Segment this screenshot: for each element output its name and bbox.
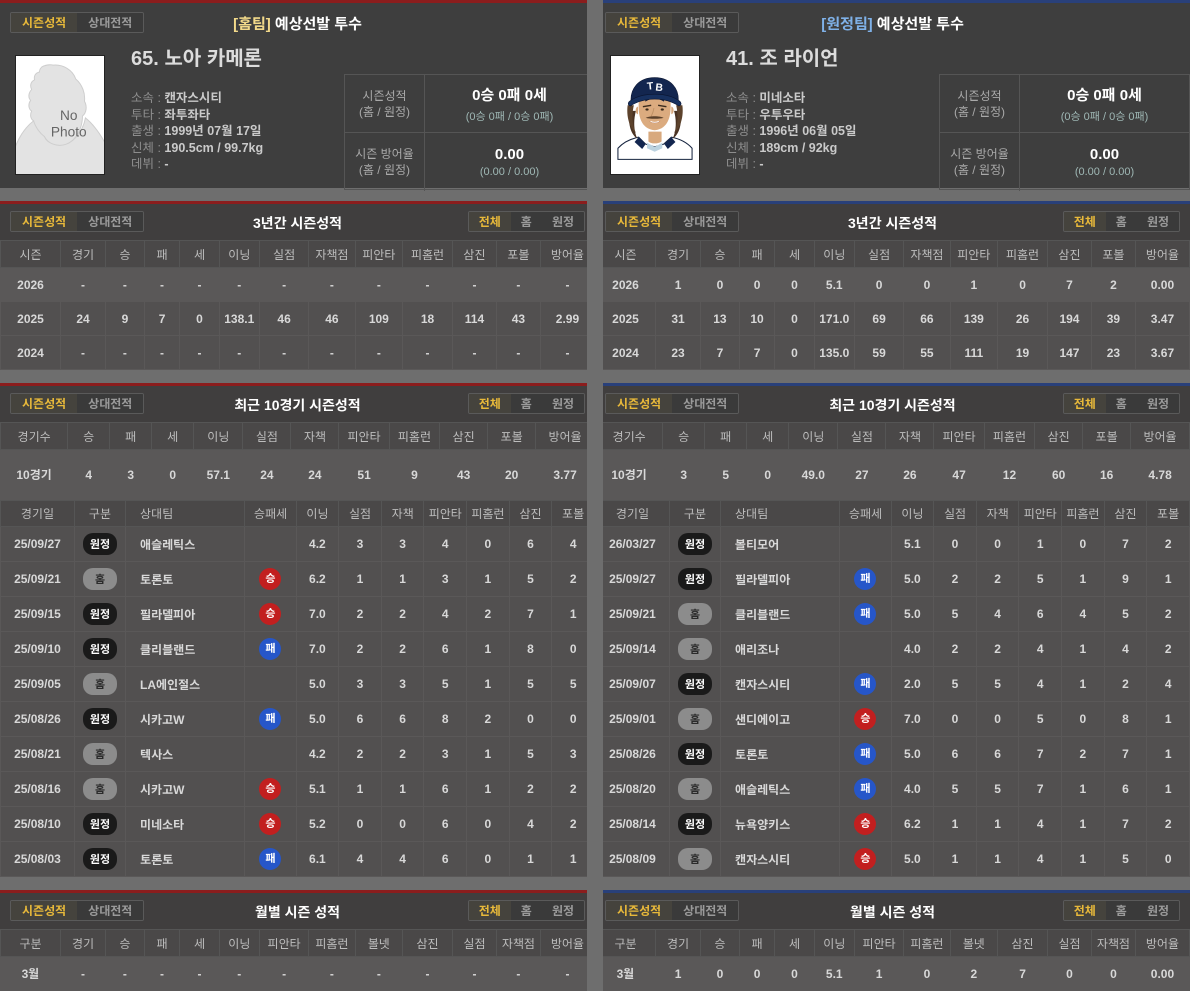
svg-text:No: No	[60, 108, 78, 123]
svg-text:Photo: Photo	[51, 125, 87, 140]
